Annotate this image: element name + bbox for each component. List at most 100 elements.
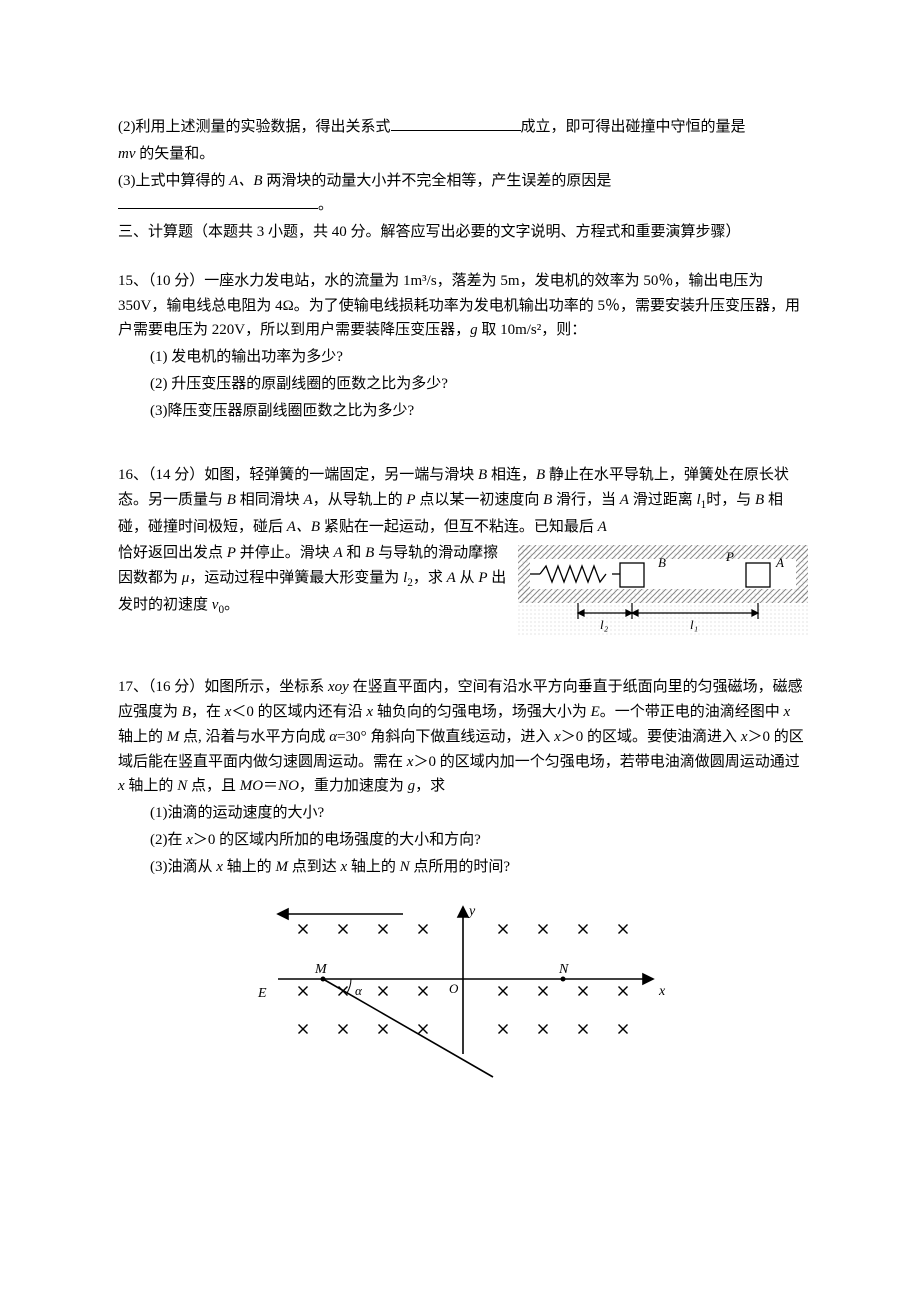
fig-label-E: E [257, 986, 267, 1001]
fig-label-x: x [658, 984, 666, 999]
ab-symbol: A、B [229, 173, 262, 189]
g-symbol: g [470, 322, 478, 338]
text: 恰好返回出发点 [118, 545, 227, 561]
q14-part3: (3)上式中算得的 A、B 两滑块的动量大小并不完全相等，产生误差的原因是。 [118, 169, 808, 219]
text: ＝ [263, 778, 278, 794]
text: ＞0 的区域内加一个匀强电场，若带电油滴做圆周运动通过 [413, 754, 799, 770]
q17-sub2: (2)在 x＞0 的区域内所加的电场强度的大小和方向? [118, 828, 808, 853]
mv-symbol: mv [118, 146, 136, 162]
sym: B [365, 545, 374, 561]
q15-sub1: (1) 发电机的输出功率为多少? [118, 345, 808, 370]
blank-fill[interactable] [118, 194, 318, 209]
sym: A [447, 570, 456, 586]
q15-stem: 15、（10 分）一座水力发电站，水的流量为 1m³/s，落差为 5m，发电机的… [118, 269, 808, 343]
sym: B [478, 467, 487, 483]
text: 相同滑块 [236, 492, 304, 508]
text: ＜0 的区域内还有沿 [231, 704, 366, 720]
text: 轴负向的匀强电场，场强大小为 [373, 704, 591, 720]
q16-wrap: B P A l₂ l₁ 恰好返回出发点 P 并停止。滑块 A 和 B 与导轨的滑… [118, 541, 808, 639]
fig-label-P: P [725, 549, 734, 564]
text: ，求 [413, 570, 447, 586]
sym: B [755, 492, 764, 508]
text: 轴上的 [125, 778, 178, 794]
sym: B [227, 492, 236, 508]
q17-sub3: (3)油滴从 x 轴上的 M 点到达 x 轴上的 N 点所用的时间? [118, 855, 808, 880]
fig-label-l2: l₂ [600, 617, 609, 632]
text: 15、（10 分）一座水力发电站，水的流量为 1m³/s，落差为 5m，发电机的… [118, 273, 800, 339]
sym: B [182, 704, 191, 720]
sym: x [554, 729, 561, 745]
text: ，重力加速度为 [299, 778, 408, 794]
sym: A、B [287, 519, 320, 535]
text: 。 [224, 597, 239, 613]
text: 轴上的 [347, 859, 400, 875]
text: 并停止。滑块 [236, 545, 334, 561]
text: 轴上的 [118, 729, 167, 745]
fig-label-l1: l₁ [690, 617, 698, 632]
text: 点到达 [288, 859, 341, 875]
sym: B [543, 492, 552, 508]
text: 。一个带正电的油滴经图中 [600, 704, 784, 720]
q17-figure: y x M N O E α [253, 899, 673, 1089]
text: ＞0 的区域。要使油滴进入 [561, 729, 741, 745]
text: 滑行，当 [552, 492, 620, 508]
blank-fill[interactable] [391, 116, 521, 131]
q15-sub3: (3)降压变压器原副线圈匝数之比为多少? [118, 399, 808, 424]
text: (3)油滴从 [150, 859, 216, 875]
text: 成立，即可得出碰撞中守恒的量是 [521, 119, 746, 135]
q16-figure: B P A l₂ l₁ [518, 545, 808, 635]
text: ，运动过程中弹簧最大形变量为 [189, 570, 403, 586]
sym: M [167, 729, 180, 745]
sym: NO [278, 778, 299, 794]
sym: P [227, 545, 236, 561]
sym: x [186, 832, 193, 848]
fig-label-alpha: α [355, 983, 363, 998]
sym: MO [240, 778, 263, 794]
section3-title: 三、计算题（本题共 3 小题，共 40 分。解答应写出必要的文字说明、方程式和重… [118, 220, 808, 245]
text: 紧贴在一起运动，但互不粘连。已知最后 [320, 519, 598, 535]
text: 点以某一初速度向 [416, 492, 544, 508]
sym: xoy [328, 679, 349, 695]
sym: x [216, 859, 223, 875]
sym: x [784, 704, 791, 720]
text: 时，与 [706, 492, 755, 508]
q16-stem: 16、（14 分）如图，轻弹簧的一端固定，另一端与滑块 B 相连，B 静止在水平… [118, 463, 808, 539]
text: (2)利用上述测量的实验数据，得出关系式 [118, 119, 391, 135]
text: (2)在 [150, 832, 186, 848]
text: 16、（14 分）如图，轻弹簧的一端固定，另一端与滑块 [118, 467, 478, 483]
fig-label-M: M [314, 962, 328, 977]
text: 轴上的 [223, 859, 276, 875]
sym: P [406, 492, 415, 508]
sym: α [329, 729, 337, 745]
q17-stem: 17、（16 分）如图所示，坐标系 xoy 在竖直平面内，空间有沿水平方向垂直于… [118, 675, 808, 799]
text: 从 [456, 570, 479, 586]
sym: A [620, 492, 629, 508]
fig-label-A: A [775, 555, 784, 570]
fig-label-N: N [558, 962, 569, 977]
text: ，从导轨上的 [313, 492, 407, 508]
sym: B [536, 467, 545, 483]
sym: A [333, 545, 342, 561]
text: 点所用的时间? [410, 859, 510, 875]
text: 点，且 [187, 778, 240, 794]
fig-label-B: B [658, 555, 666, 570]
text: ＞0 的区域内所加的电场强度的大小和方向? [193, 832, 481, 848]
q15-sub2: (2) 升压变压器的原副线圈的匝数之比为多少? [118, 372, 808, 397]
q14-part2-line2: mv 的矢量和。 [118, 142, 808, 167]
text: =30° 角斜向下做直线运动，进入 [337, 729, 554, 745]
sym: M [275, 859, 288, 875]
text: 取 10m/s²，则： [478, 322, 587, 338]
text: ，求 [415, 778, 445, 794]
text: 两滑块的动量大小并不完全相等，产生误差的原因是 [263, 173, 612, 189]
sym: N [400, 859, 410, 875]
sym: x [118, 778, 125, 794]
fig-label-O: O [449, 981, 459, 996]
fig-label-y: y [467, 904, 476, 919]
sym: A [303, 492, 312, 508]
text: 的矢量和。 [136, 146, 215, 162]
q14-part2: (2)利用上述测量的实验数据，得出关系式 成立，即可得出碰撞中守恒的量是 [118, 115, 808, 140]
text: 相连， [487, 467, 536, 483]
text: 和 [343, 545, 366, 561]
text: (3)上式中算得的 [118, 173, 229, 189]
sym: E [591, 704, 600, 720]
